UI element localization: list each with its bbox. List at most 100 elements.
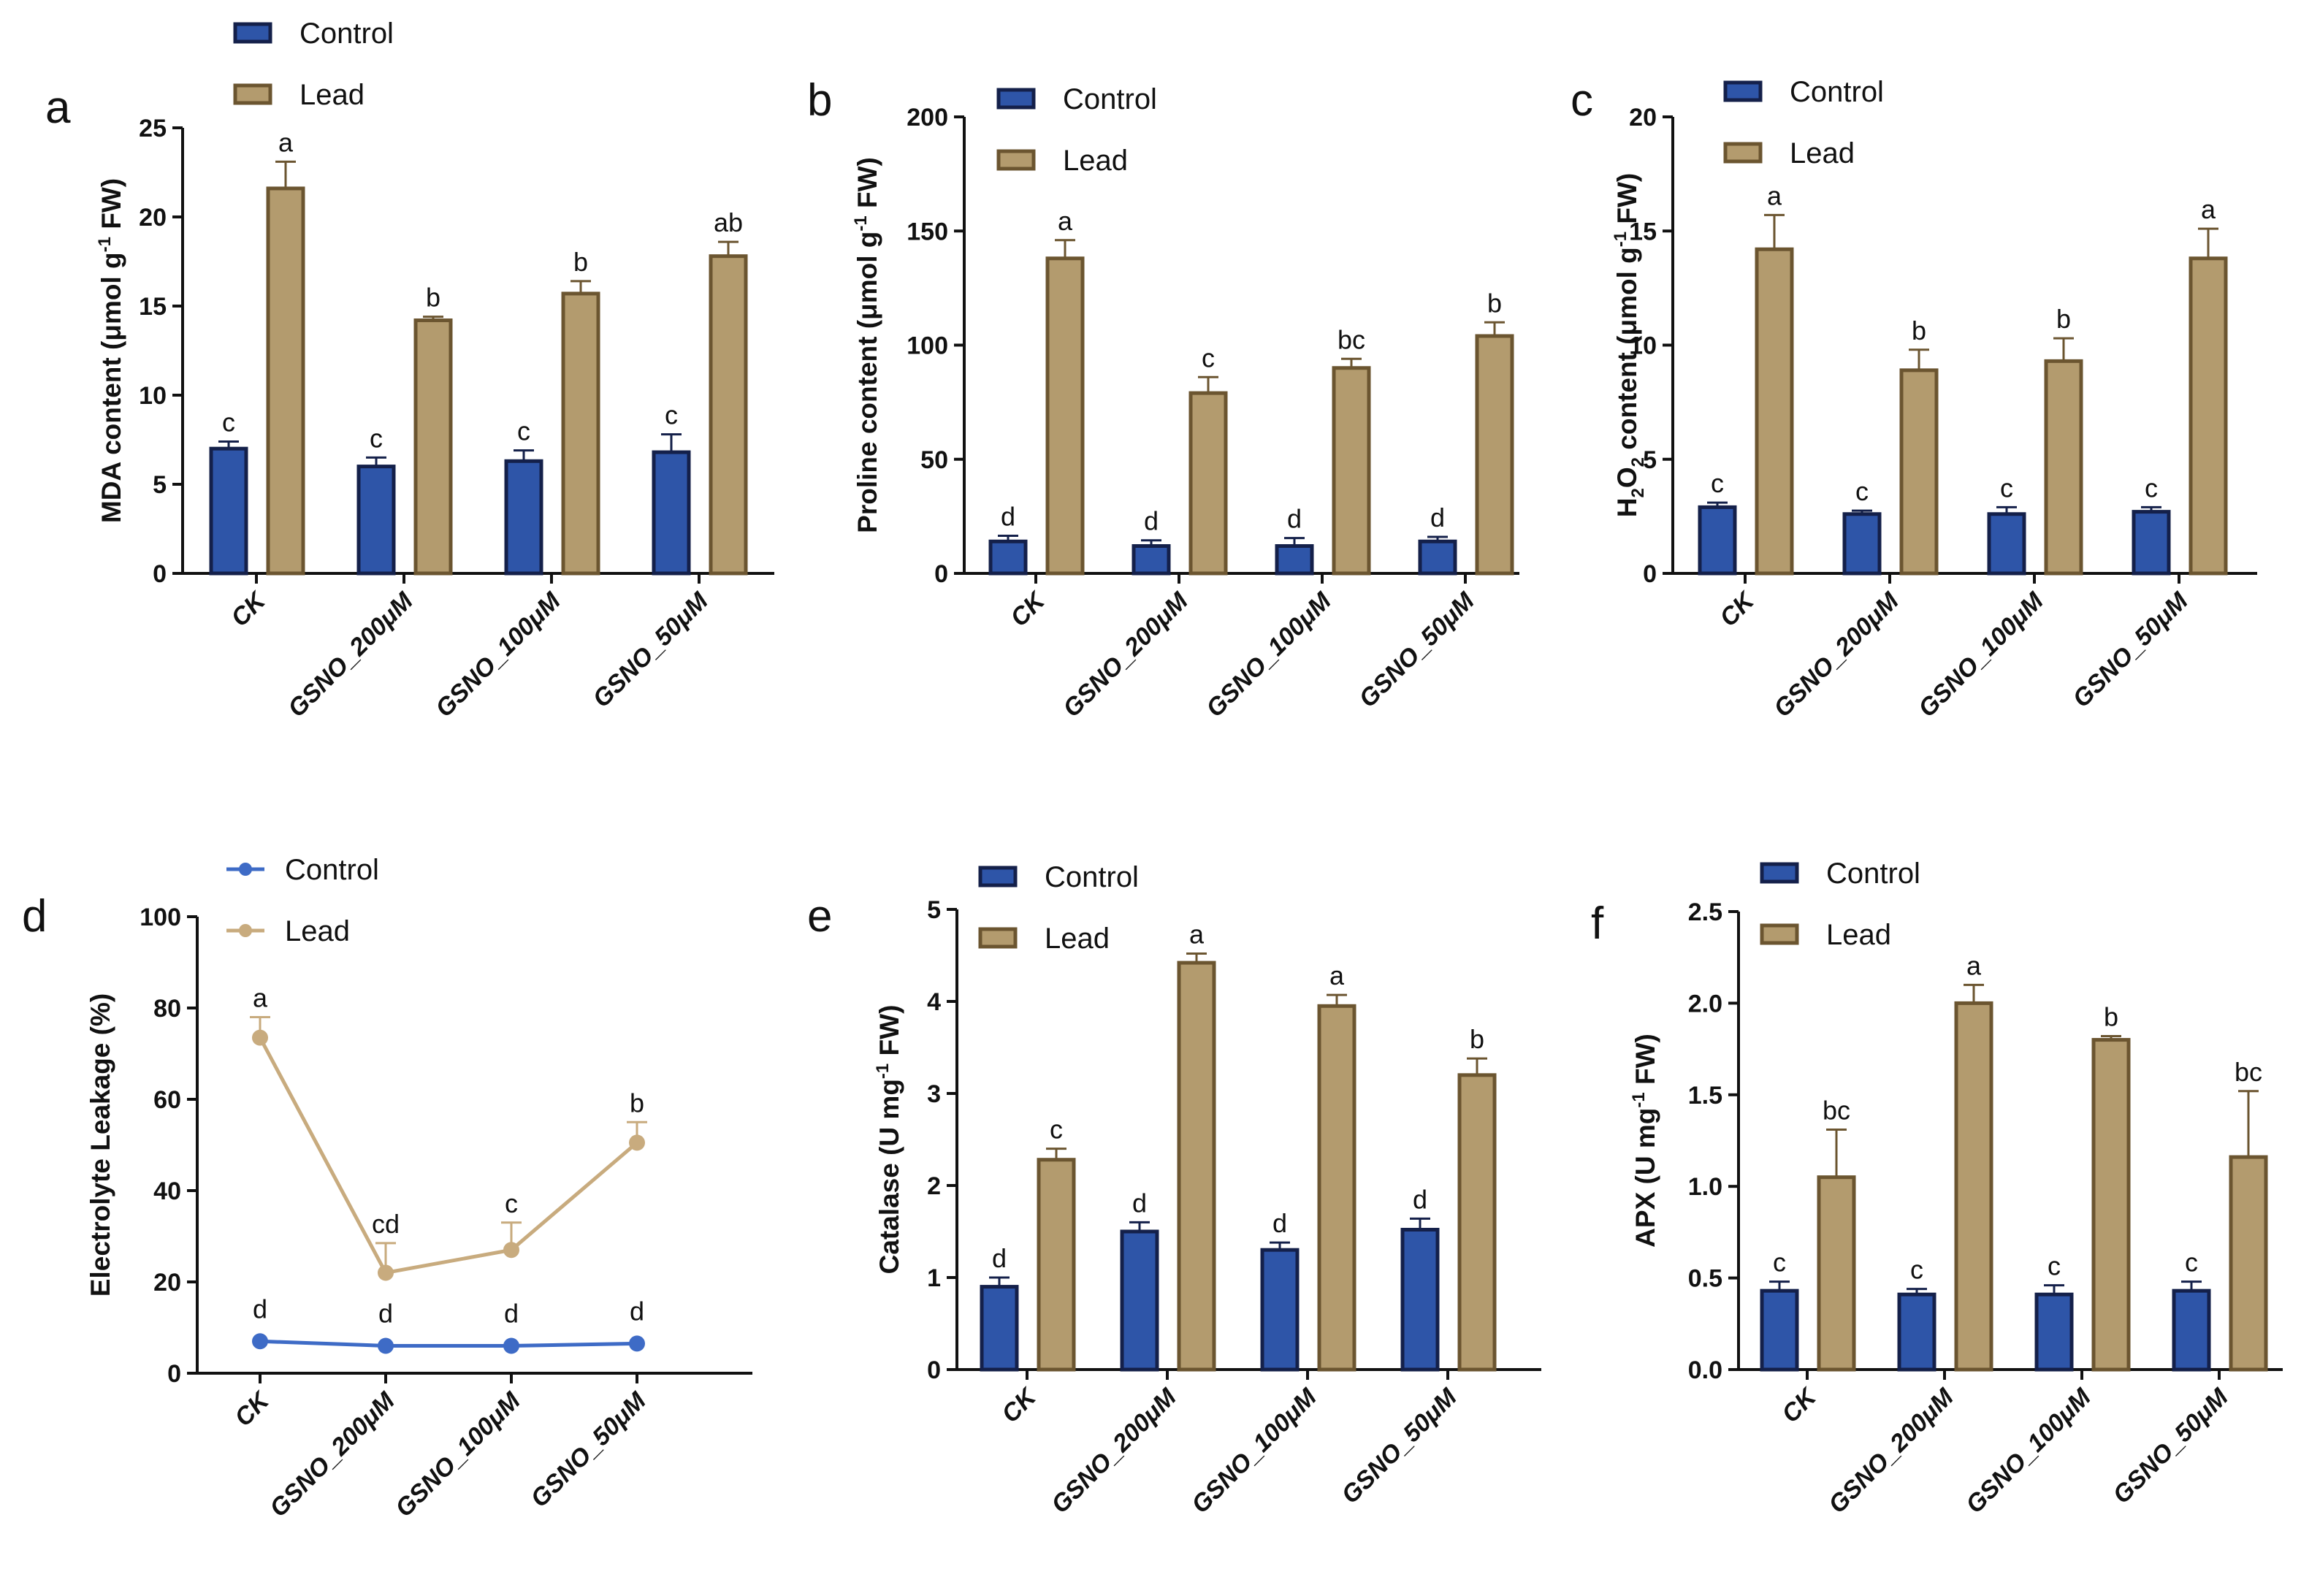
y-tick-label: 0: [153, 560, 167, 588]
bar-lead: [1954, 1001, 1993, 1372]
legend-label: Control: [1063, 83, 1157, 115]
bar-lead: [266, 186, 305, 576]
y-tick-label: 40: [153, 1177, 181, 1205]
legend-label: Control: [299, 18, 394, 50]
legend-label: Lead: [299, 79, 365, 111]
bar-control: [356, 465, 396, 576]
y-tick-label: 1.5: [1688, 1082, 1722, 1110]
significance-label: c: [1050, 1115, 1063, 1145]
x-tick-label: GSNO_50μM: [1336, 1383, 1462, 1509]
x-tick-label: GSNO_100μM: [1201, 587, 1337, 722]
y-tick-label: 3: [927, 1080, 941, 1108]
panel-letter: c: [1571, 75, 1593, 126]
bar-lead: [1317, 1004, 1356, 1372]
bar-control: [980, 1285, 1019, 1372]
legend-label: Lead: [1826, 919, 1891, 951]
significance-label: c: [1202, 343, 1215, 373]
y-axis-title-part: FW): [96, 178, 126, 237]
bar-lead: [1475, 334, 1514, 576]
y-axis-title-part: -1: [1611, 232, 1630, 247]
bar-control: [1698, 505, 1737, 576]
bar-lead: [1045, 256, 1085, 576]
data-point-lead: [252, 1029, 268, 1046]
y-axis-title: H2O2 content (μmol g-1 FW): [1611, 173, 1648, 517]
significance-label: a: [278, 127, 294, 157]
bar-lead: [561, 291, 600, 576]
y-axis-title-part: H: [1612, 498, 1642, 518]
y-tick-label: 2.5: [1688, 898, 1722, 926]
y-axis-title-part: content (μmol g: [1612, 247, 1642, 457]
significance-label: b: [573, 247, 588, 277]
significance-label: d: [1287, 504, 1302, 534]
y-tick-label: 100: [140, 904, 181, 931]
bar-lead: [1332, 366, 1371, 576]
legend-label: Control: [1826, 858, 1920, 890]
significance-label: a: [253, 983, 268, 1013]
y-tick-label: 0: [167, 1360, 181, 1388]
y-tick-label: 2: [927, 1172, 941, 1200]
significance-label: d: [1272, 1208, 1287, 1238]
y-tick-label: 80: [153, 995, 181, 1023]
legend-swatch: [1760, 923, 1799, 945]
y-axis-title-part: 2: [1628, 457, 1648, 467]
y-tick-label: 200: [907, 104, 948, 131]
data-point-control: [629, 1335, 645, 1352]
x-tick-label: GSNO_200μM: [1768, 587, 1904, 722]
x-tick-label: GSNO_50μM: [525, 1386, 652, 1513]
bar-control: [2172, 1288, 2211, 1372]
x-tick-label: GSNO_200μM: [264, 1386, 400, 1522]
legend-swatch: [1723, 142, 1763, 164]
y-tick-label: 4: [927, 988, 941, 1016]
significance-label: d: [630, 1296, 644, 1326]
panel-c: c 0 5 10 15 20 CK GSNO_200μM GSNO_100μM GSNO_50μM…: [1571, 75, 2257, 722]
x-tick-label: CK: [996, 1382, 1042, 1428]
y-tick-label: 5: [1643, 446, 1657, 474]
significance-label: d: [253, 1294, 267, 1324]
significance-label: b: [2056, 304, 2071, 334]
panel-f: f 0.0 0.5 1.0 1.5 2.0 2.5 CK GSNO_200μM GSNO_100μ…: [1591, 858, 2283, 1519]
y-tick-label: 10: [139, 382, 167, 410]
legend-label: Control: [1790, 76, 1884, 108]
y-tick-label: 1.0: [1688, 1173, 1722, 1201]
bar-lead: [2229, 1155, 2268, 1372]
bar-lead: [2091, 1038, 2131, 1372]
y-tick-label: 0: [934, 560, 948, 588]
y-tick-label: 150: [907, 218, 948, 245]
data-point-control: [252, 1333, 268, 1350]
y-tick-label: 15: [1629, 218, 1657, 245]
bar-control: [2034, 1292, 2074, 1372]
significance-label: d: [504, 1299, 519, 1329]
significance-label: b: [1912, 316, 1926, 345]
bar-control: [504, 459, 543, 576]
significance-label: a: [2201, 194, 2216, 224]
legend-swatch: [1723, 80, 1763, 102]
significance-label: c: [1773, 1248, 1786, 1278]
significance-label: d: [992, 1243, 1007, 1273]
y-tick-label: 20: [153, 1269, 181, 1297]
y-axis-title-part: FW): [874, 1005, 904, 1064]
y-axis-title-part: -1: [95, 237, 115, 252]
x-tick-label: CK: [1005, 586, 1051, 632]
significance-label: d: [1413, 1184, 1427, 1214]
bar-control: [1400, 1227, 1440, 1372]
y-tick-label: 0: [927, 1356, 941, 1384]
significance-label: b: [1487, 288, 1502, 318]
legend-swatch: [233, 22, 272, 44]
bar-lead: [1899, 368, 1939, 576]
significance-label: c: [2185, 1248, 2198, 1278]
bar-control: [1132, 544, 1171, 576]
legend-swatch: [978, 866, 1018, 887]
significance-label: cd: [372, 1209, 400, 1239]
y-tick-label: 20: [139, 204, 167, 232]
significance-label: c: [665, 400, 678, 430]
legend-swatch: [978, 927, 1018, 949]
y-axis-title-part: -1: [873, 1064, 893, 1079]
significance-label: c: [1855, 476, 1869, 506]
y-tick-label: 1: [927, 1264, 941, 1292]
y-tick-label: 5: [153, 471, 167, 499]
bar-control: [1897, 1292, 1936, 1372]
y-tick-label: 2.0: [1688, 990, 1722, 1017]
significance-label: d: [1430, 503, 1445, 532]
x-tick-label: GSNO_50μM: [2107, 1383, 2234, 1509]
legend-swatch: [233, 83, 272, 105]
